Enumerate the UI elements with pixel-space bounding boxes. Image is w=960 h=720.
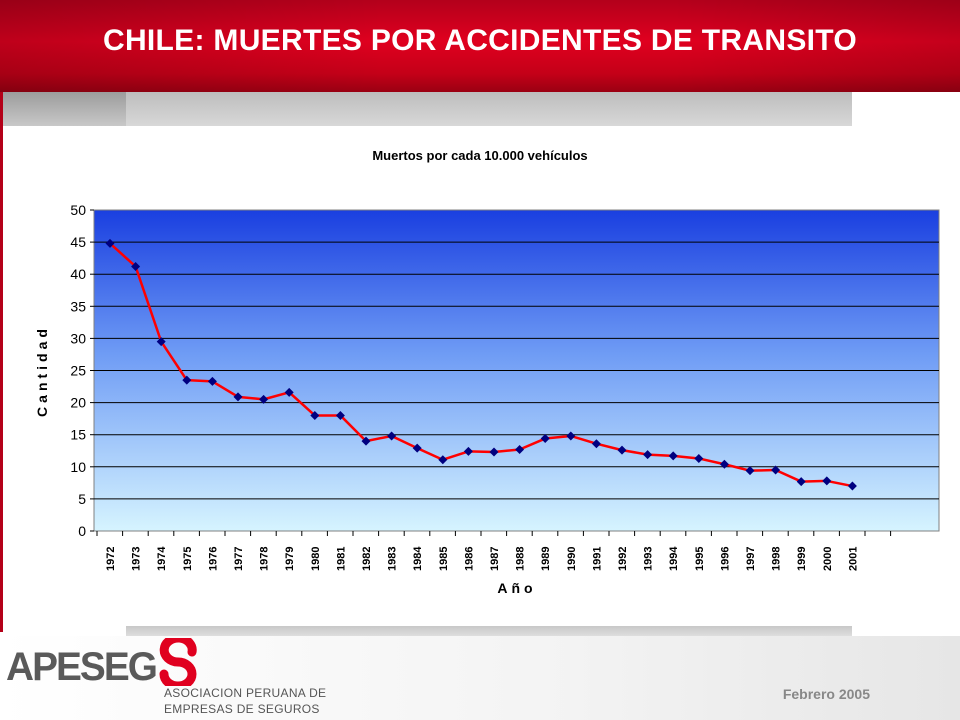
data-point-1987	[489, 447, 499, 457]
header-highlight	[0, 0, 960, 92]
bottom-gray-bar	[126, 626, 852, 636]
data-point-1979	[284, 387, 294, 397]
chart-area: Muertos por cada 10.000 vehículos 0 5 10 15…	[3, 126, 960, 626]
data-point-1974	[156, 337, 166, 347]
x-tick-label: 1997	[745, 547, 757, 571]
x-tick-label: 2001	[847, 547, 859, 571]
x-tick-label: 1992	[617, 547, 629, 571]
y-tick-label: 5	[78, 491, 86, 507]
data-markers	[105, 238, 857, 491]
data-point-1984	[412, 443, 422, 453]
data-point-1994	[668, 451, 678, 461]
data-point-1991	[591, 439, 601, 449]
data-point-1977	[233, 392, 243, 402]
logo-s-icon	[159, 633, 197, 691]
x-tick-label: 1980	[310, 547, 322, 571]
y-tick-label: 50	[70, 202, 86, 218]
data-point-1986	[463, 446, 473, 456]
chart-title: Muertos por cada 10.000 vehículos	[372, 148, 587, 163]
header-band	[0, 0, 960, 92]
y-axis-ticks: 0 5 10 15 20 25 30 35 40 45 50	[70, 202, 94, 539]
series-line	[109, 242, 853, 488]
top-gray-bar	[0, 92, 852, 126]
y-axis-label: Cantidad	[34, 325, 50, 417]
x-tick-label: 1973	[131, 547, 143, 571]
x-tick-label: 1977	[233, 547, 245, 571]
y-tick-label: 30	[70, 330, 86, 346]
org-name-line2: EMPRESAS DE SEGUROS	[164, 702, 320, 716]
x-tick-label: 1976	[207, 547, 219, 571]
data-point-2000	[822, 476, 832, 486]
x-tick-label: 1985	[438, 547, 450, 571]
data-point-1995	[694, 453, 704, 463]
y-tick-label: 0	[78, 523, 86, 539]
x-tick-label: 1989	[540, 547, 552, 571]
org-name-line1: ASOCIACION PERUANA DE	[164, 686, 327, 700]
top-gray-bar-cap	[0, 92, 126, 126]
data-point-1978	[259, 394, 269, 404]
data-point-1976	[207, 376, 217, 386]
x-tick-label: 1995	[694, 547, 706, 571]
x-tick-label: 1982	[361, 547, 373, 571]
x-tick-label: 1975	[182, 547, 194, 571]
data-point-1988	[515, 444, 525, 454]
y-tick-label: 40	[70, 266, 86, 282]
x-axis-ticks: 1972 1973 1974 1975 1976 1977 1978 1979 1980 1981…	[96, 531, 892, 571]
line-chart: Muertos por cada 10.000 vehículos 0 5 10 15…	[34, 148, 940, 596]
left-red-edge	[0, 92, 3, 632]
x-tick-label: 1978	[259, 547, 271, 571]
x-tick-label: 1983	[387, 547, 399, 571]
data-point-1982	[361, 436, 371, 446]
x-tick-label: 1993	[643, 547, 655, 571]
x-tick-label: 1981	[335, 547, 347, 571]
y-tick-label: 25	[70, 363, 86, 379]
data-point-1990	[566, 431, 576, 441]
x-tick-label: 2000	[822, 547, 834, 571]
footer-date: Febrero 2005	[782, 686, 870, 702]
data-point-1989	[540, 434, 550, 444]
data-point-1992	[617, 445, 627, 455]
page-title: CHILE: MUERTES POR ACCIDENTES DE TRANSIT…	[102, 24, 857, 57]
x-tick-label: 1984	[412, 546, 424, 571]
y-tick-label: 45	[70, 234, 86, 250]
x-tick-label: 1979	[284, 547, 296, 571]
data-point-1972	[105, 238, 115, 248]
y-tick-label: 15	[70, 427, 86, 443]
x-axis-label: Año	[497, 580, 536, 596]
data-point-1999	[796, 477, 806, 487]
x-tick-label: 1994	[668, 546, 680, 571]
data-point-1980	[310, 410, 320, 420]
data-point-1996	[719, 459, 729, 469]
x-tick-label: 1987	[489, 547, 501, 571]
x-tick-label: 1986	[463, 547, 475, 571]
data-point-2001	[847, 481, 857, 491]
data-point-1975	[182, 375, 192, 385]
y-tick-label: 35	[70, 298, 86, 314]
x-tick-label: 1974	[156, 546, 168, 571]
data-point-1997	[745, 466, 755, 476]
apeseg-logo: APESEG	[6, 633, 206, 691]
gridlines	[94, 241, 939, 500]
x-tick-label: 1972	[105, 547, 117, 571]
x-tick-label: 1999	[796, 547, 808, 571]
data-point-1985	[438, 455, 448, 465]
data-point-1998	[771, 465, 781, 475]
logo-text: APESEG	[6, 645, 156, 686]
x-tick-label: 1991	[591, 547, 603, 571]
y-tick-label: 10	[70, 459, 86, 475]
data-point-1993	[643, 450, 653, 460]
x-tick-label: 1990	[566, 547, 578, 571]
x-tick-label: 1996	[719, 547, 731, 571]
data-point-1973	[131, 261, 141, 271]
data-point-1983	[387, 431, 397, 441]
x-tick-label: 1998	[771, 547, 783, 571]
data-point-1981	[335, 410, 345, 420]
y-tick-label: 20	[70, 395, 86, 411]
x-tick-label: 1988	[515, 547, 527, 571]
